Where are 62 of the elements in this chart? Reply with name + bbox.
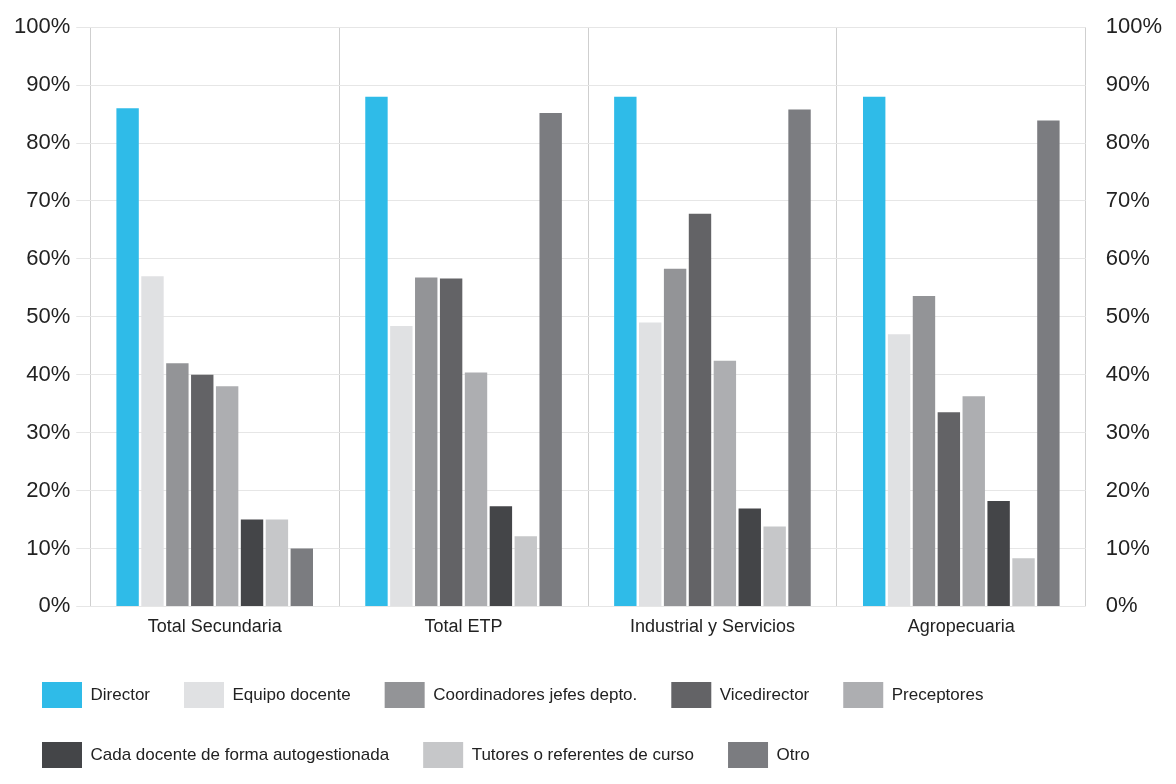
legend-label: Director	[90, 684, 151, 704]
y-tick-label: 60%	[26, 244, 71, 270]
bar	[1012, 558, 1035, 606]
y-tick-label: 100%	[13, 13, 71, 39]
legend-label: Tutores o referentes de curso	[471, 744, 695, 764]
y-tick-label: 30%	[26, 418, 71, 444]
y-tick-label: 90%	[26, 71, 71, 97]
bar	[191, 374, 214, 606]
y-tick-label: 10%	[26, 534, 71, 560]
y-tick-label: 70%	[26, 187, 71, 213]
x-tick-label: Total Secundaria	[147, 616, 283, 637]
bar	[937, 412, 961, 606]
bar	[439, 278, 463, 606]
bar	[987, 500, 1010, 606]
legend-label: Cada docente de forma autogestionada	[90, 744, 390, 764]
bar	[688, 213, 712, 606]
legend-label: Equipo docente	[232, 684, 351, 704]
y2-tick-label: 40%	[1105, 360, 1150, 386]
bar	[738, 508, 761, 606]
bar	[240, 519, 264, 606]
y-tick-label: 40%	[26, 360, 71, 386]
y2-tick-label: 20%	[1105, 476, 1150, 502]
bar	[365, 96, 388, 606]
bar	[863, 96, 886, 606]
legend-label: Preceptores	[891, 684, 984, 704]
y2-tick-label: 30%	[1105, 418, 1150, 444]
bar	[962, 396, 985, 606]
x-tick-label: Agropecuaria	[907, 616, 1016, 637]
y2-tick-label: 10%	[1105, 534, 1150, 560]
y2-tick-label: 0%	[1105, 592, 1138, 618]
bar	[265, 519, 289, 606]
y-tick-label: 20%	[26, 476, 71, 502]
y-tick-label: 0%	[38, 592, 71, 618]
bar	[713, 360, 737, 606]
y-tick-label: 80%	[26, 129, 71, 155]
legend-label: Coordinadores jefes depto.	[433, 684, 638, 704]
bar	[912, 295, 936, 606]
bar	[166, 363, 189, 606]
bar	[464, 372, 488, 606]
bar	[663, 268, 687, 606]
legend-label: Vicedirector	[719, 684, 810, 704]
legend-label: Otro	[776, 744, 810, 764]
y2-tick-label: 70%	[1105, 187, 1150, 213]
bar	[415, 277, 438, 606]
bar	[788, 109, 811, 606]
y-tick-label: 50%	[26, 302, 71, 328]
bar	[514, 536, 537, 606]
bar	[763, 526, 786, 606]
x-tick-label: Total ETP	[424, 616, 503, 637]
bar	[1037, 120, 1060, 606]
y2-tick-label: 100%	[1105, 13, 1163, 39]
y2-tick-label: 60%	[1105, 244, 1150, 270]
y2-tick-label: 80%	[1105, 129, 1150, 155]
bar	[215, 386, 239, 606]
bar	[489, 506, 513, 606]
bar	[539, 112, 562, 606]
y2-tick-label: 50%	[1105, 302, 1150, 328]
y2-tick-label: 90%	[1105, 71, 1150, 97]
x-tick-label: Industrial y Servicios	[629, 616, 795, 637]
bar	[116, 108, 139, 606]
bar	[614, 96, 637, 606]
bar	[290, 548, 313, 606]
